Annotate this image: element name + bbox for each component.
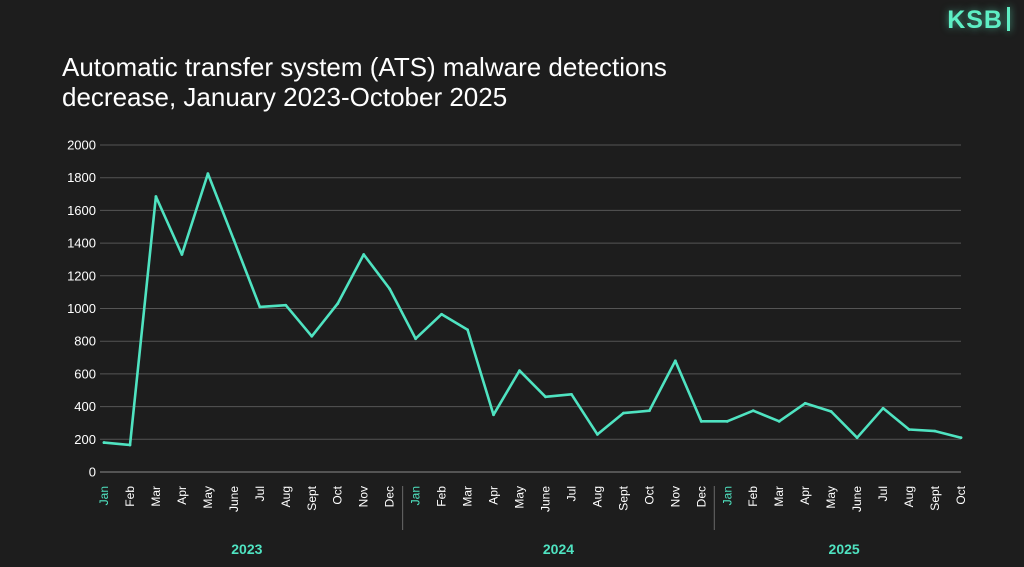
x-tick-label: Jan xyxy=(720,486,734,505)
y-tick-label: 400 xyxy=(74,399,96,414)
y-tick-label: 600 xyxy=(74,366,96,381)
data-point xyxy=(180,253,184,256)
chart-title: Automatic transfer system (ATS) malware … xyxy=(62,52,862,112)
x-tick-label: Mar xyxy=(461,486,475,507)
series-line xyxy=(102,172,963,447)
data-point xyxy=(596,432,599,436)
data-point xyxy=(673,359,677,363)
data-point xyxy=(128,443,132,447)
x-tick-label: Sept xyxy=(928,485,942,510)
x-tick-label: Nov xyxy=(357,486,371,507)
x-tick-label: Aug xyxy=(279,486,293,507)
y-tick-label: 1000 xyxy=(67,301,96,316)
data-point xyxy=(570,392,573,396)
data-point xyxy=(102,441,106,444)
logo-text: KSB xyxy=(947,6,1003,34)
year-groups: 2023 2024 2025 xyxy=(231,486,860,557)
y-tick-label: 0 xyxy=(89,465,96,480)
data-point xyxy=(751,409,755,413)
x-tick-label: Sept xyxy=(616,485,630,510)
x-tick-label: Feb xyxy=(435,486,449,507)
x-tick-label: May xyxy=(824,486,838,509)
data-point xyxy=(206,172,210,176)
x-tick-label: Feb xyxy=(746,486,760,507)
ksb-logo: KSB xyxy=(947,6,1010,35)
data-point xyxy=(855,436,859,440)
title-line-2: decrease, January 2023-October 2025 xyxy=(62,82,508,112)
data-point xyxy=(881,406,885,410)
x-tick-label: Mar xyxy=(149,486,163,507)
data-point xyxy=(803,401,807,405)
x-tick-label: Jan xyxy=(409,486,423,505)
data-point xyxy=(336,302,340,305)
data-point xyxy=(647,409,651,413)
logo-bar xyxy=(1007,7,1010,31)
data-point xyxy=(414,337,418,341)
data-point xyxy=(258,305,262,309)
x-tick-label: May xyxy=(513,486,527,509)
year-label-2025: 2025 xyxy=(829,541,860,557)
x-tick-label: Apr xyxy=(798,486,812,505)
data-point xyxy=(933,429,937,433)
data-point xyxy=(362,253,366,256)
x-tick-label: Sept xyxy=(305,485,319,510)
data-point xyxy=(699,419,703,423)
x-tick-label: Jul xyxy=(876,486,890,501)
y-tick-label: 1800 xyxy=(67,170,96,185)
data-point xyxy=(518,369,521,373)
x-tick-label: Jul xyxy=(564,486,578,501)
x-tick-label: Aug xyxy=(902,486,916,507)
x-tick-label: Jul xyxy=(253,486,267,501)
x-tick-label: Apr xyxy=(487,486,501,505)
year-label-2023: 2023 xyxy=(231,541,262,557)
x-tick-label: Apr xyxy=(175,486,189,505)
x-tick-label: June xyxy=(538,486,552,512)
x-tick-label: Feb xyxy=(123,486,137,507)
data-point xyxy=(907,428,911,431)
y-tick-label: 1200 xyxy=(67,268,96,283)
x-tick-label: Oct xyxy=(331,485,345,504)
title-line-1: Automatic transfer system (ATS) malware … xyxy=(62,52,667,82)
y-tick-label: 800 xyxy=(74,334,96,349)
x-tick-label: June xyxy=(850,486,864,512)
x-tick-label: June xyxy=(227,486,241,512)
data-point xyxy=(154,195,158,198)
x-tick-label: Aug xyxy=(590,486,604,507)
year-label-2024: 2024 xyxy=(543,541,574,557)
x-tick-label: Mar xyxy=(772,486,786,507)
data-point xyxy=(492,413,495,417)
data-point xyxy=(466,328,469,332)
data-point xyxy=(829,410,833,413)
data-point xyxy=(725,419,729,423)
y-tick-label: 1400 xyxy=(67,236,96,251)
data-point xyxy=(959,436,963,440)
data-point xyxy=(777,419,781,423)
x-axis-ticks: Jan Feb Mar Apr May June Jul Aug Sept Oct Nov Dec Ja… xyxy=(97,485,968,512)
data-point xyxy=(388,287,392,291)
series xyxy=(102,172,963,447)
x-tick-label: Dec xyxy=(694,486,708,507)
y-tick-label: 200 xyxy=(74,432,96,447)
data-point xyxy=(544,395,547,399)
y-tick-label: 1600 xyxy=(67,203,96,218)
data-point xyxy=(440,312,444,316)
data-point xyxy=(284,303,288,307)
x-tick-label: Nov xyxy=(668,486,682,507)
x-tick-label: Jan xyxy=(97,486,111,505)
data-point xyxy=(232,238,236,242)
y-tick-label: 2000 xyxy=(67,138,96,153)
gridlines xyxy=(100,144,961,473)
x-tick-label: Oct xyxy=(954,485,968,504)
y-axis-ticks: 0 200 400 600 800 1000 1200 1400 1600 1800 2000 xyxy=(67,138,96,480)
data-point xyxy=(310,334,314,338)
x-tick-label: May xyxy=(201,486,215,509)
data-point xyxy=(621,411,625,415)
x-tick-label: Oct xyxy=(642,485,656,504)
x-tick-label: Dec xyxy=(383,486,397,507)
